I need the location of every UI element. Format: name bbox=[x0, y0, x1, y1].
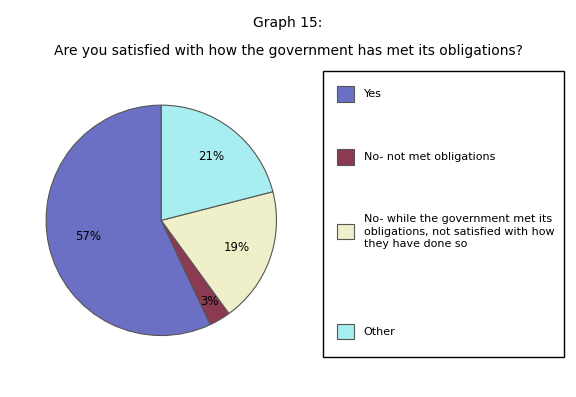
Wedge shape bbox=[161, 220, 229, 325]
Text: Are you satisfied with how the government has met its obligations?: Are you satisfied with how the governmen… bbox=[54, 44, 522, 58]
FancyBboxPatch shape bbox=[337, 324, 354, 339]
Text: No- while the government met its
obligations, not satisfied with how
they have d: No- while the government met its obligat… bbox=[363, 214, 554, 249]
FancyBboxPatch shape bbox=[337, 149, 354, 165]
Text: Yes: Yes bbox=[363, 89, 381, 99]
Text: No- not met obligations: No- not met obligations bbox=[363, 152, 495, 162]
Text: 57%: 57% bbox=[75, 230, 101, 243]
Text: 19%: 19% bbox=[224, 241, 250, 254]
Text: 3%: 3% bbox=[200, 295, 219, 308]
FancyBboxPatch shape bbox=[323, 71, 564, 357]
Text: Other: Other bbox=[363, 327, 396, 337]
Wedge shape bbox=[46, 105, 210, 335]
Wedge shape bbox=[161, 192, 276, 314]
Text: 21%: 21% bbox=[198, 150, 223, 163]
Wedge shape bbox=[161, 105, 273, 220]
FancyBboxPatch shape bbox=[337, 87, 354, 102]
Text: Graph 15:: Graph 15: bbox=[253, 16, 323, 30]
FancyBboxPatch shape bbox=[337, 224, 354, 239]
